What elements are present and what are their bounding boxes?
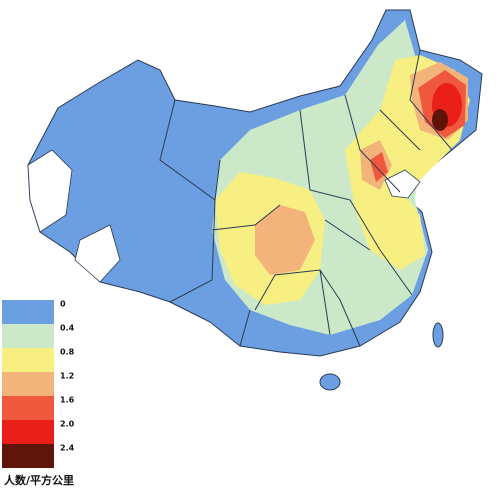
legend-label: 1.6: [60, 396, 75, 405]
zone-24: [432, 109, 448, 131]
legend-label: 2.4: [60, 444, 75, 453]
legend-title: 人数/平方公里: [4, 473, 74, 487]
legend-swatch: [2, 348, 54, 372]
legend-swatch: [2, 372, 54, 396]
bohai-sea: [384, 169, 421, 199]
legend-swatch: [2, 396, 54, 420]
province-border: [159, 49, 453, 347]
empty-region: [74, 224, 121, 283]
legend-swatch: [2, 300, 54, 324]
legend-swatch: [2, 420, 54, 444]
legend-label: 2.0: [60, 420, 75, 429]
legend-label: 0.8: [60, 348, 75, 357]
zone-12: [255, 205, 315, 275]
legend-label: 1.2: [60, 372, 74, 381]
legend-swatch: [2, 444, 54, 468]
legend-swatch: [2, 324, 54, 348]
empty-region: [27, 149, 73, 233]
legend-label: 0: [60, 300, 66, 309]
legend: 0 0.4 0.8 1.2 1.6 2.0 2.4: [2, 300, 75, 468]
taiwan: [432, 322, 444, 348]
hainan: [319, 373, 341, 391]
legend-label: 0.4: [60, 324, 75, 333]
